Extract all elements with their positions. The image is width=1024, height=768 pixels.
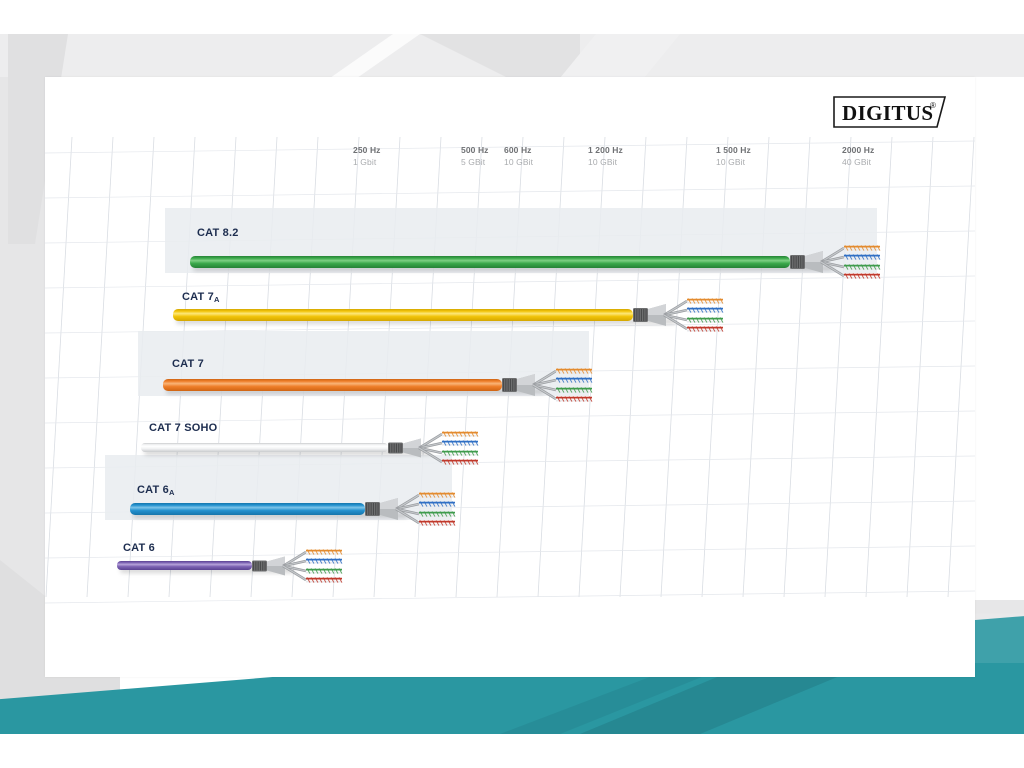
digitus-logo: DIGITUS ® bbox=[832, 95, 950, 129]
scale-tick: 1 500 Hz 10 GBit bbox=[716, 145, 751, 168]
scale-tick: 1 200 Hz 10 GBit bbox=[588, 145, 623, 168]
scale-tick: 2000 Hz 40 GBit bbox=[842, 145, 874, 168]
svg-text:DIGITUS: DIGITUS bbox=[842, 101, 934, 125]
cable-jacket-cat7a[interactable] bbox=[173, 309, 633, 321]
scale-tick: 250 Hz 1 Gbit bbox=[353, 145, 381, 168]
scale-tick-frequency: 1 500 Hz bbox=[716, 145, 751, 155]
cable-jacket-cat7[interactable] bbox=[163, 379, 502, 391]
cable-jacket-cat6[interactable] bbox=[117, 561, 252, 570]
scale-tick-frequency: 1 200 Hz bbox=[588, 145, 623, 155]
content-card: DIGITUS ® 250 Hz 1 Gbit 500 Hz 5 GBit 600 Hz… bbox=[45, 77, 975, 677]
cable-comparison-chart: 250 Hz 1 Gbit 500 Hz 5 GBit 600 Hz 10 GBit 1 2… bbox=[45, 77, 975, 677]
scale-tick: 600 Hz 10 GBit bbox=[504, 145, 533, 168]
scale-tick-datarate: 10 GBit bbox=[716, 157, 746, 167]
scale-tick: 500 Hz 5 GBit bbox=[461, 145, 489, 168]
scale-tick-datarate: 1 Gbit bbox=[353, 157, 377, 167]
cable-jacket-cat82[interactable] bbox=[190, 256, 790, 268]
scale-tick-datarate: 10 GBit bbox=[504, 157, 534, 167]
scale-tick-datarate: 40 GBit bbox=[842, 157, 872, 167]
scale-tick-frequency: 500 Hz bbox=[461, 145, 489, 155]
cable-jacket-cat6a[interactable] bbox=[130, 503, 365, 515]
scale-tick-frequency: 250 Hz bbox=[353, 145, 381, 155]
scale-tick-frequency: 2000 Hz bbox=[842, 145, 875, 155]
scale-tick-frequency: 600 Hz bbox=[504, 145, 532, 155]
scale-tick-datarate: 5 GBit bbox=[461, 157, 486, 167]
scale-tick-datarate: 10 GBit bbox=[588, 157, 618, 167]
svg-text:®: ® bbox=[930, 101, 936, 110]
cable-jacket-cat7soho[interactable] bbox=[141, 443, 388, 452]
